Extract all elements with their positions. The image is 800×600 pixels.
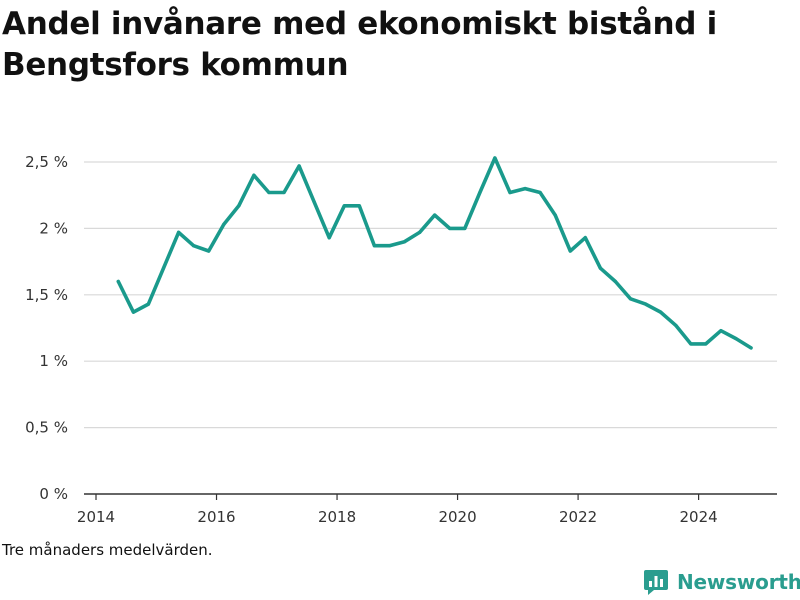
data-point	[116, 279, 120, 284]
y-tick-label: 0,5 %	[25, 419, 68, 437]
x-axis: 2014 2016 2018 2020 2022 2024	[77, 493, 777, 526]
y-tick-label: 2 %	[39, 219, 68, 237]
newsworthy-brand[interactable]: Newsworthy	[644, 569, 800, 595]
data-point	[538, 190, 542, 195]
data-point	[508, 190, 512, 195]
series-line	[116, 156, 753, 350]
data-point	[282, 190, 286, 195]
data-point	[402, 240, 407, 244]
data-point	[568, 249, 572, 253]
data-point	[493, 156, 497, 160]
data-point	[613, 279, 618, 284]
data-point	[357, 204, 361, 208]
data-point	[192, 244, 196, 248]
data-point	[312, 200, 316, 204]
data-point	[463, 226, 467, 230]
data-point	[433, 213, 437, 217]
data-point	[553, 213, 557, 217]
data-point	[644, 302, 648, 306]
data-point	[342, 204, 346, 208]
data-point	[523, 187, 527, 191]
chart-note: Tre månaders medelvärden.	[2, 541, 213, 559]
grid-lines	[84, 161, 777, 429]
data-point	[161, 266, 166, 270]
y-tick-label: 1,5 %	[25, 286, 68, 304]
y-tick-label: 2,5 %	[25, 153, 68, 171]
y-axis-ticks: 0 % 0,5 % 1 % 1,5 % 2 % 2,5 %	[25, 153, 68, 503]
data-point	[387, 244, 392, 248]
data-point	[177, 230, 181, 234]
data-point	[372, 244, 376, 248]
data-point	[252, 173, 256, 177]
y-tick-label: 1 %	[39, 352, 68, 370]
data-point	[734, 337, 738, 341]
data-point	[222, 222, 226, 226]
data-point	[583, 236, 587, 240]
data-point	[297, 164, 301, 168]
data-point	[628, 297, 633, 301]
data-point	[719, 329, 723, 333]
data-point	[237, 204, 241, 208]
newsworthy-logo-icon	[644, 570, 668, 595]
x-tick-label: 2024	[680, 508, 718, 526]
x-tick-label: 2014	[77, 508, 115, 526]
data-point	[327, 236, 331, 240]
data-point	[478, 190, 482, 195]
data-point	[689, 342, 693, 346]
data-point	[207, 249, 211, 253]
x-tick-label: 2018	[318, 508, 356, 526]
data-point	[146, 302, 150, 306]
data-point	[448, 226, 452, 230]
data-point	[749, 346, 753, 350]
data-point	[674, 323, 678, 327]
brand-name: Newsworthy	[677, 570, 800, 594]
x-tick-label: 2022	[559, 508, 597, 526]
series-group	[116, 156, 753, 350]
data-point	[598, 266, 603, 270]
x-tick-label: 2016	[197, 508, 235, 526]
data-point	[704, 342, 708, 346]
chart-title: Andel invånare med ekonomiskt bistånd i …	[2, 6, 717, 83]
data-point	[418, 230, 422, 234]
data-point	[267, 190, 271, 195]
y-tick-label: 0 %	[39, 485, 68, 503]
data-point	[659, 310, 663, 314]
data-point	[131, 310, 135, 314]
x-tick-label: 2020	[438, 508, 476, 526]
